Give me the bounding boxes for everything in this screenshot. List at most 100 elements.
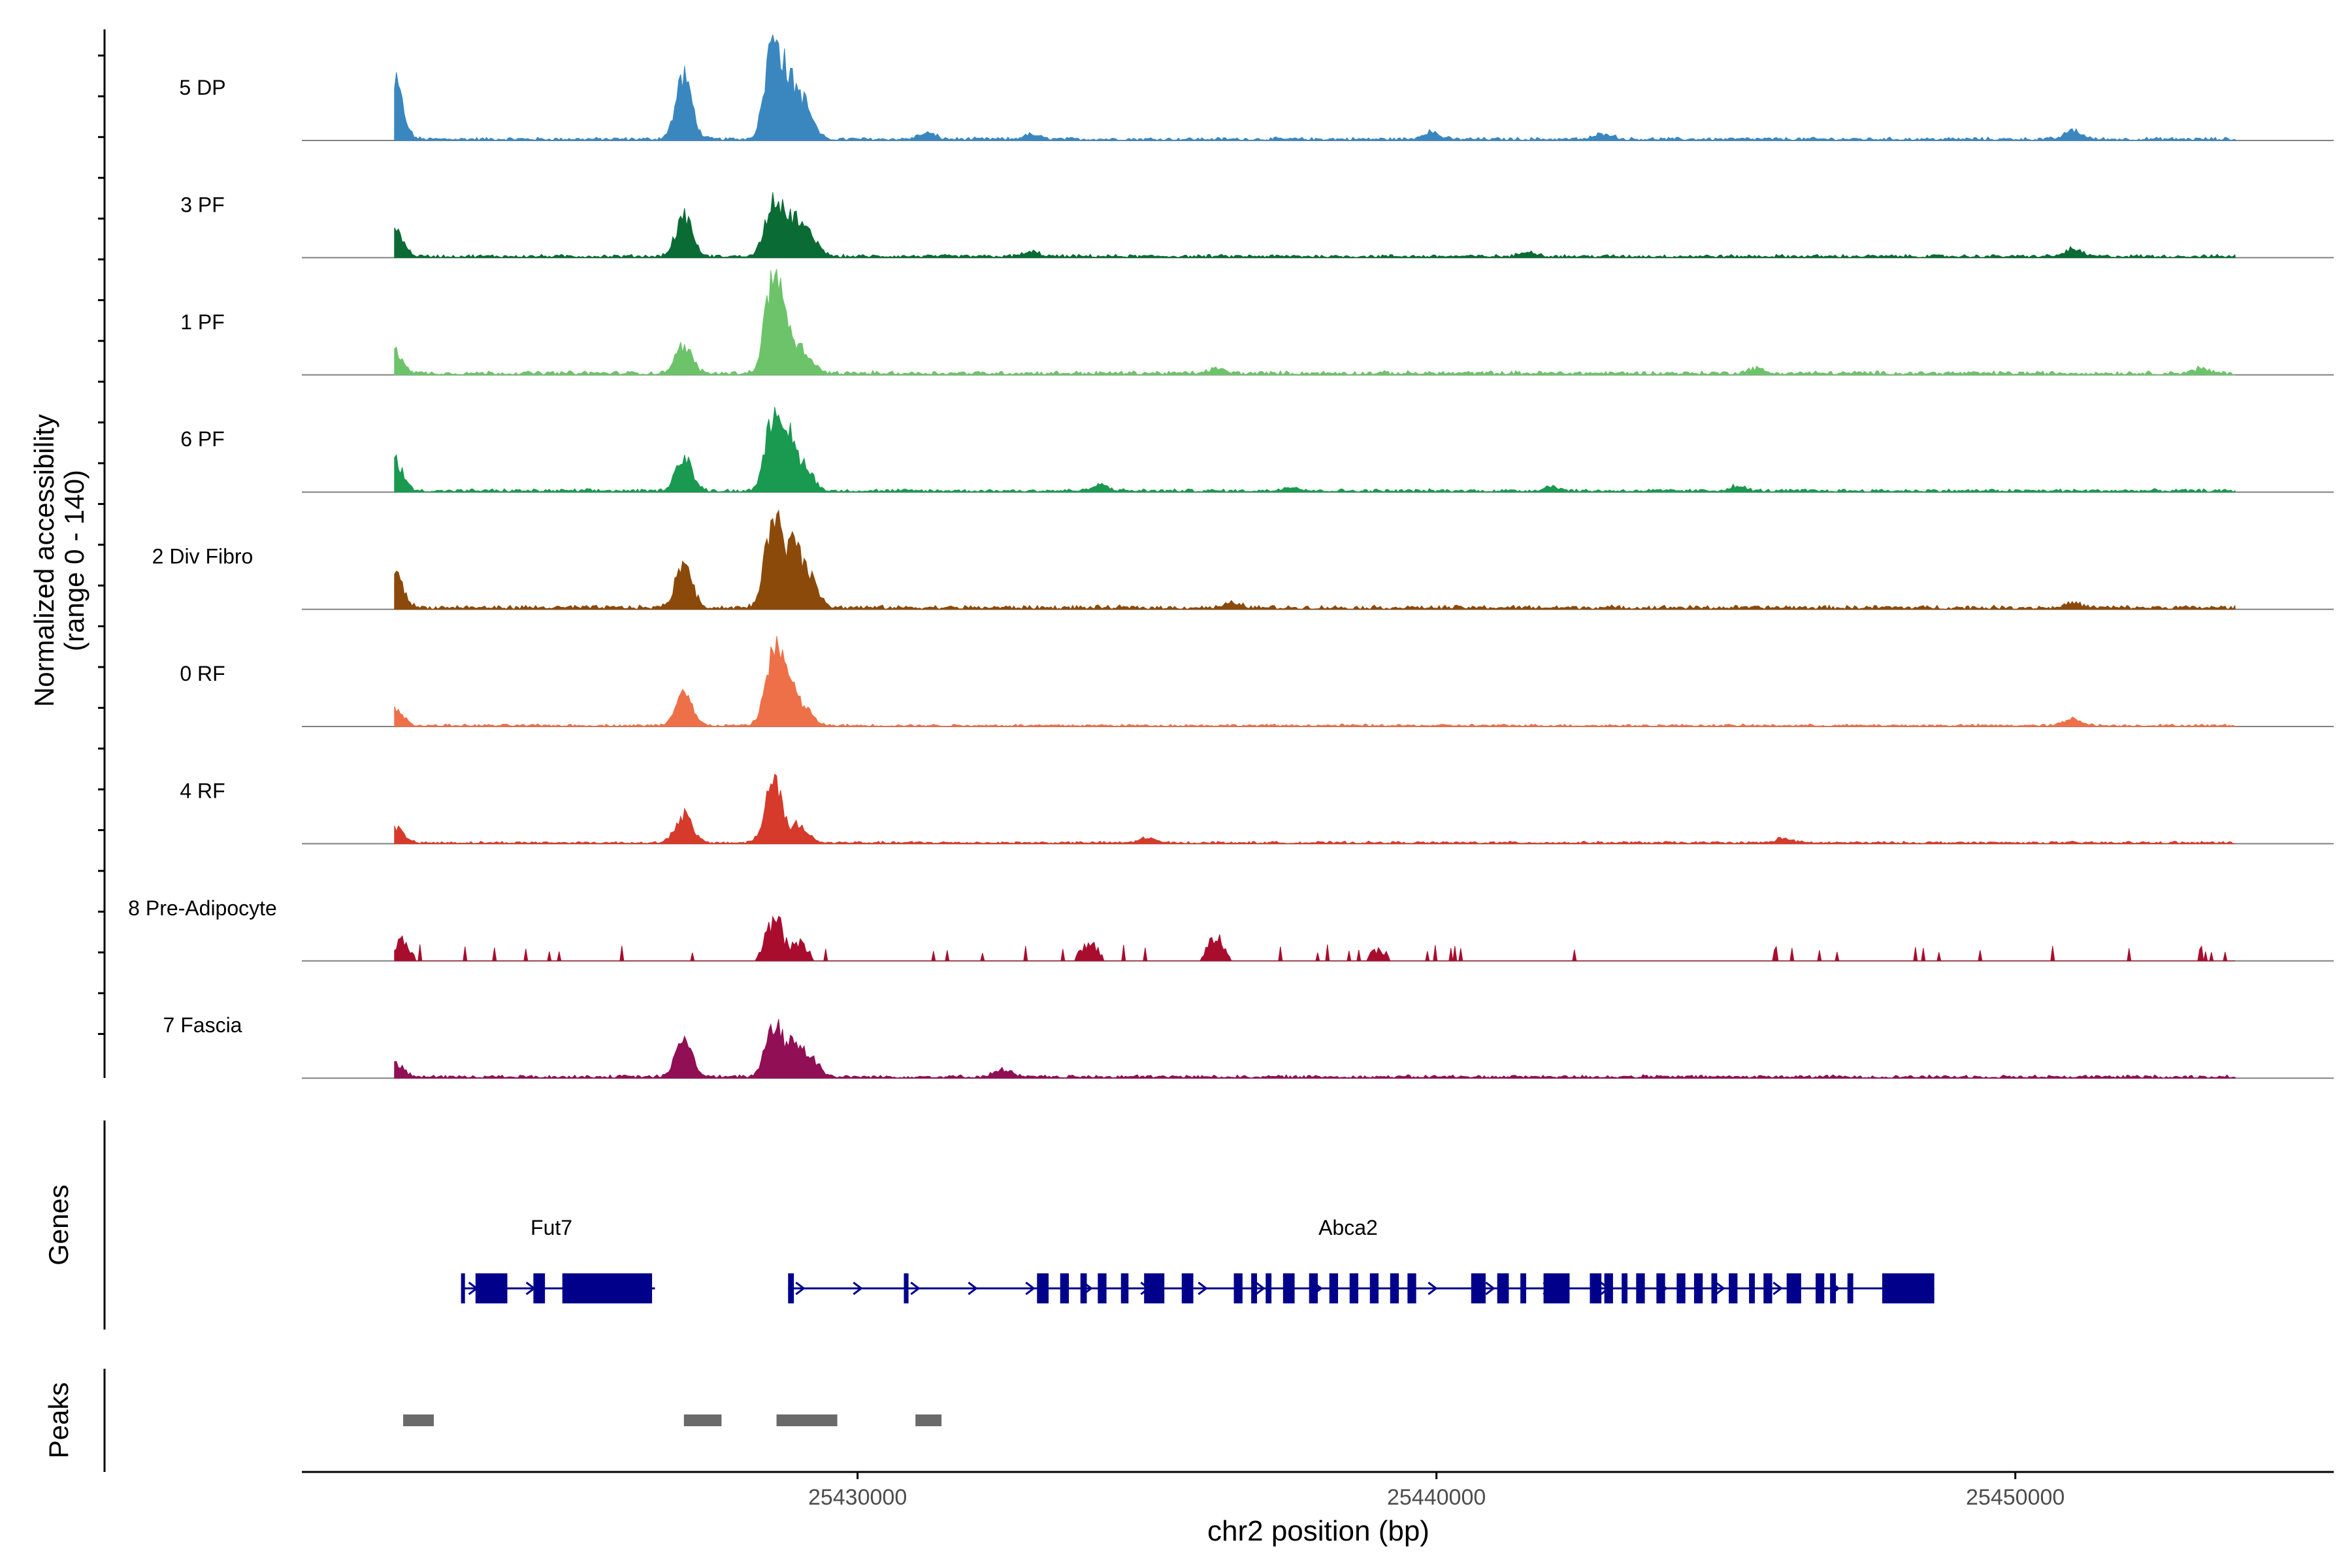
gene-exon (1037, 1273, 1049, 1303)
strand-arrow (1428, 1281, 1438, 1296)
gene-exon (475, 1273, 508, 1303)
gene-exon (1181, 1273, 1194, 1303)
x-axis-label: chr2 position (bp) (1207, 1515, 1429, 1547)
track-label: 3 PF (180, 193, 225, 216)
gene-exon (1060, 1273, 1070, 1303)
gene-exon (1497, 1273, 1509, 1303)
peak-region (776, 1414, 838, 1426)
strand-arrow (1198, 1281, 1208, 1296)
gene-exon (1471, 1273, 1486, 1303)
gene-exon (533, 1273, 546, 1303)
track-7-fascia: 7 Fascia (163, 1013, 2334, 1079)
gene-exon (1543, 1273, 1570, 1303)
track-signal (394, 1019, 2236, 1079)
peak-region (915, 1414, 942, 1426)
strand-arrow (1485, 1281, 1495, 1296)
track-signal (394, 192, 2236, 259)
track-8-pre-adipocyte: 8 Pre-Adipocyte (128, 896, 2334, 962)
x-tick-label: 25450000 (1966, 1485, 2065, 1510)
gene-exon (1711, 1273, 1718, 1303)
gene-exon (461, 1273, 465, 1303)
strand-arrow (853, 1281, 863, 1296)
track-signal (394, 34, 2236, 141)
gene-exon (1098, 1273, 1107, 1303)
peak-regions (403, 1414, 942, 1426)
gene-exon (1329, 1273, 1339, 1303)
gene-exon (1729, 1273, 1738, 1303)
strand-arrow (968, 1281, 978, 1296)
gene-exon (1636, 1273, 1645, 1303)
gene-exon (1251, 1273, 1257, 1303)
y-axis-label-line2: (range 0 - 140) (59, 470, 90, 651)
track-signal (394, 915, 2236, 962)
track-label: 4 RF (180, 779, 225, 802)
x-tick-label: 25430000 (808, 1485, 907, 1510)
gene-exon (904, 1273, 909, 1303)
track-1-pf: 1 PF (180, 269, 2334, 376)
gene-exon (1656, 1273, 1665, 1303)
gene-exon (1282, 1273, 1295, 1303)
gene-exon (562, 1273, 653, 1303)
gene-exon (1786, 1273, 1801, 1303)
track-signal (394, 636, 2236, 727)
strand-arrow (910, 1281, 921, 1296)
track-signal (394, 269, 2236, 376)
track-label: 2 Div Fibro (152, 545, 253, 568)
gene-label: Fut7 (531, 1216, 572, 1239)
gene-exon (1349, 1273, 1359, 1303)
gene-exon (1390, 1273, 1399, 1303)
track-5-dp: 5 DP (179, 34, 2334, 141)
gene-exon (1309, 1273, 1318, 1303)
gene-exon (1233, 1273, 1243, 1303)
gene-exon (1693, 1273, 1703, 1303)
gene-exon (1847, 1273, 1854, 1303)
gene-exon (1590, 1273, 1602, 1303)
gene-exon (1080, 1273, 1087, 1303)
gene-exon (1622, 1273, 1628, 1303)
gene-exon (1830, 1273, 1837, 1303)
gene-exon (1815, 1273, 1825, 1303)
x-axis-ticks: 25430000 25440000 25450000 (808, 1472, 2065, 1510)
gene-exon (1882, 1273, 1935, 1303)
strand-arrow (1025, 1281, 1036, 1296)
gene-label: Abca2 (1318, 1216, 1378, 1239)
gene-fut7: Fut7 (461, 1216, 655, 1303)
coverage-y-ticks (98, 54, 105, 1036)
track-signal (394, 773, 2236, 845)
gene-exon (1604, 1273, 1613, 1303)
gene-exon (1144, 1273, 1165, 1303)
track-label: 5 DP (179, 76, 225, 99)
gene-exon (788, 1273, 794, 1303)
peaks-track-label: Peaks (43, 1382, 74, 1459)
gene-exon (1407, 1273, 1416, 1303)
track-signal (394, 509, 2236, 610)
track-label: 0 RF (180, 662, 225, 685)
gene-exon (1266, 1273, 1272, 1303)
gene-exon (1763, 1273, 1772, 1303)
strand-arrow (1772, 1281, 1783, 1296)
gene-exon (1676, 1273, 1686, 1303)
gene-abca2: Abca2 (788, 1216, 1935, 1303)
strand-arrow (1715, 1281, 1725, 1296)
track-label: 1 PF (180, 310, 225, 334)
peak-region (683, 1414, 722, 1426)
track-3-pf: 3 PF (180, 192, 2334, 259)
gene-annotations: Fut7 Abca2 (461, 1216, 1935, 1303)
gene-exon (1120, 1273, 1129, 1303)
track-0-rf: 0 RF (180, 636, 2334, 727)
gene-exon (1369, 1273, 1379, 1303)
strand-arrow (795, 1281, 806, 1296)
track-label: 6 PF (180, 427, 225, 451)
peak-region (403, 1414, 434, 1426)
gene-exon (1520, 1273, 1526, 1303)
track-label: 7 Fascia (163, 1013, 242, 1037)
track-6-pf: 6 PF (180, 406, 2334, 493)
gene-exon (1749, 1273, 1755, 1303)
track-label: 8 Pre-Adipocyte (128, 896, 277, 920)
genes-track-label: Genes (43, 1184, 74, 1266)
track-4-rf: 4 RF (180, 773, 2334, 845)
strand-arrow (1255, 1281, 1266, 1296)
track-2-div-fibro: 2 Div Fibro (152, 509, 2334, 610)
track-signal (394, 406, 2236, 493)
